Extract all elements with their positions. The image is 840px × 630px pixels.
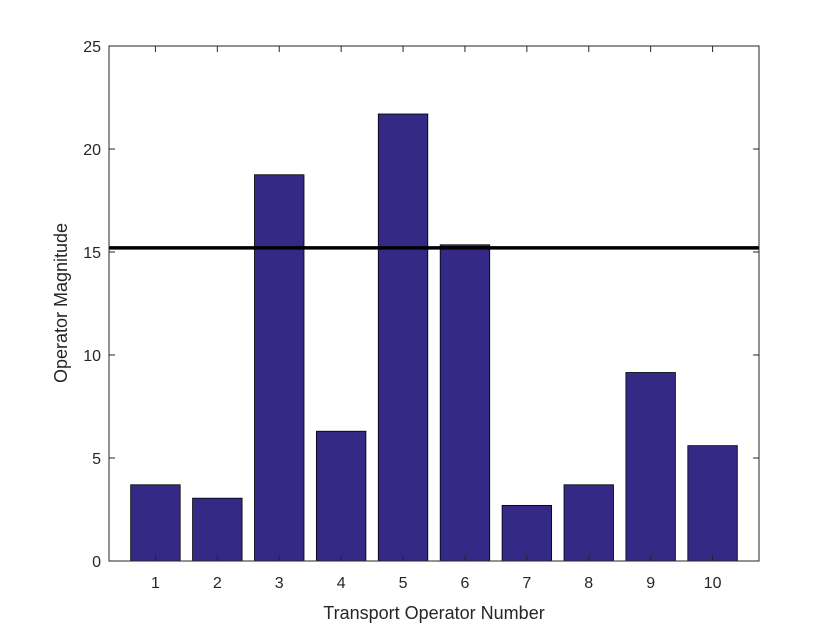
y-tick-label: 20 — [83, 142, 101, 159]
bar-2 — [192, 497, 243, 562]
x-axis-label: Transport Operator Number — [323, 603, 544, 623]
x-tick-label: 6 — [460, 575, 469, 592]
bar-7 — [501, 504, 553, 562]
x-tick-label: 5 — [399, 575, 408, 592]
ticks-group: 1 2 3 4 5 6 7 8 9 10 0 5 10 15 20 25 — [83, 39, 759, 592]
bar-6 — [439, 244, 491, 562]
bar-9 — [625, 372, 676, 562]
y-tick-label: 5 — [92, 451, 101, 468]
y-tick-label: 10 — [83, 348, 101, 365]
x-tick-label: 1 — [151, 575, 160, 592]
x-tick-label: 10 — [704, 575, 722, 592]
y-tick-label: 0 — [92, 554, 101, 571]
x-tick-label: 8 — [584, 575, 593, 592]
bar-10 — [687, 445, 738, 562]
bars-group — [130, 113, 738, 562]
plot-frame — [108, 45, 760, 562]
y-tick-label: 25 — [83, 39, 101, 56]
x-tick-label: 7 — [522, 575, 531, 592]
x-tick-label: 4 — [337, 575, 346, 592]
bar-8 — [563, 484, 614, 562]
y-tick-label: 15 — [83, 245, 101, 262]
bar-5 — [377, 113, 429, 562]
x-tick-label: 2 — [213, 575, 222, 592]
y-axis-label: Operator Magnitude — [51, 223, 71, 383]
x-tick-label: 3 — [275, 575, 284, 592]
bar-1 — [130, 484, 181, 562]
bar-4 — [315, 430, 367, 562]
bar-3 — [254, 174, 305, 562]
x-tick-label: 9 — [646, 575, 655, 592]
